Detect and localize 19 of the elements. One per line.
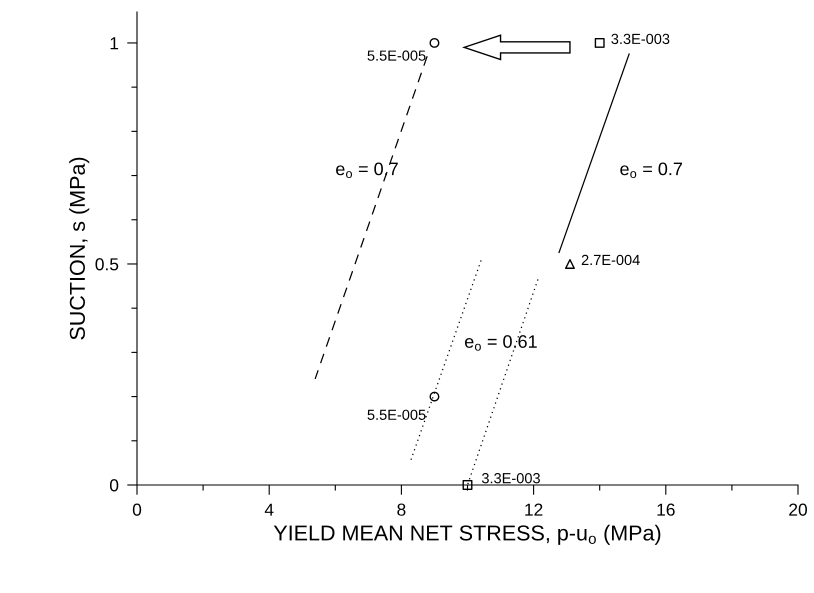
- y-axis-title: SUCTION, s (MPa): [69, 158, 90, 340]
- x-axis-title: YIELD MEAN NET STRESS, p-u$_{o}$ (MPa): [274, 524, 660, 545]
- x-tick-label: 8: [397, 504, 406, 516]
- annotation: e$_{o}$ = 0.7: [620, 162, 682, 178]
- annotation: 2.7E-004: [582, 254, 640, 266]
- x-tick-label: 16: [657, 504, 675, 516]
- x-tick-label: 12: [525, 504, 542, 516]
- y-tick-label: 0.5: [95, 258, 118, 270]
- annotation: 5.5E-005: [368, 410, 426, 420]
- annotation: e$_{o}$ = 0.61: [464, 335, 537, 351]
- y-tick-label: 0: [110, 479, 118, 492]
- y-tick-label: 1: [110, 37, 118, 50]
- x-tick-label: 20: [789, 504, 807, 516]
- x-tick-label: 4: [264, 504, 274, 516]
- annotation: e$_{o}$ = 0.7: [336, 162, 398, 178]
- annotation: 3.3E-003: [611, 34, 670, 44]
- annotation: 5.5E-005: [368, 50, 426, 61]
- x-tick-label: 0: [132, 504, 142, 516]
- annotation: 3.3E-003: [482, 473, 540, 484]
